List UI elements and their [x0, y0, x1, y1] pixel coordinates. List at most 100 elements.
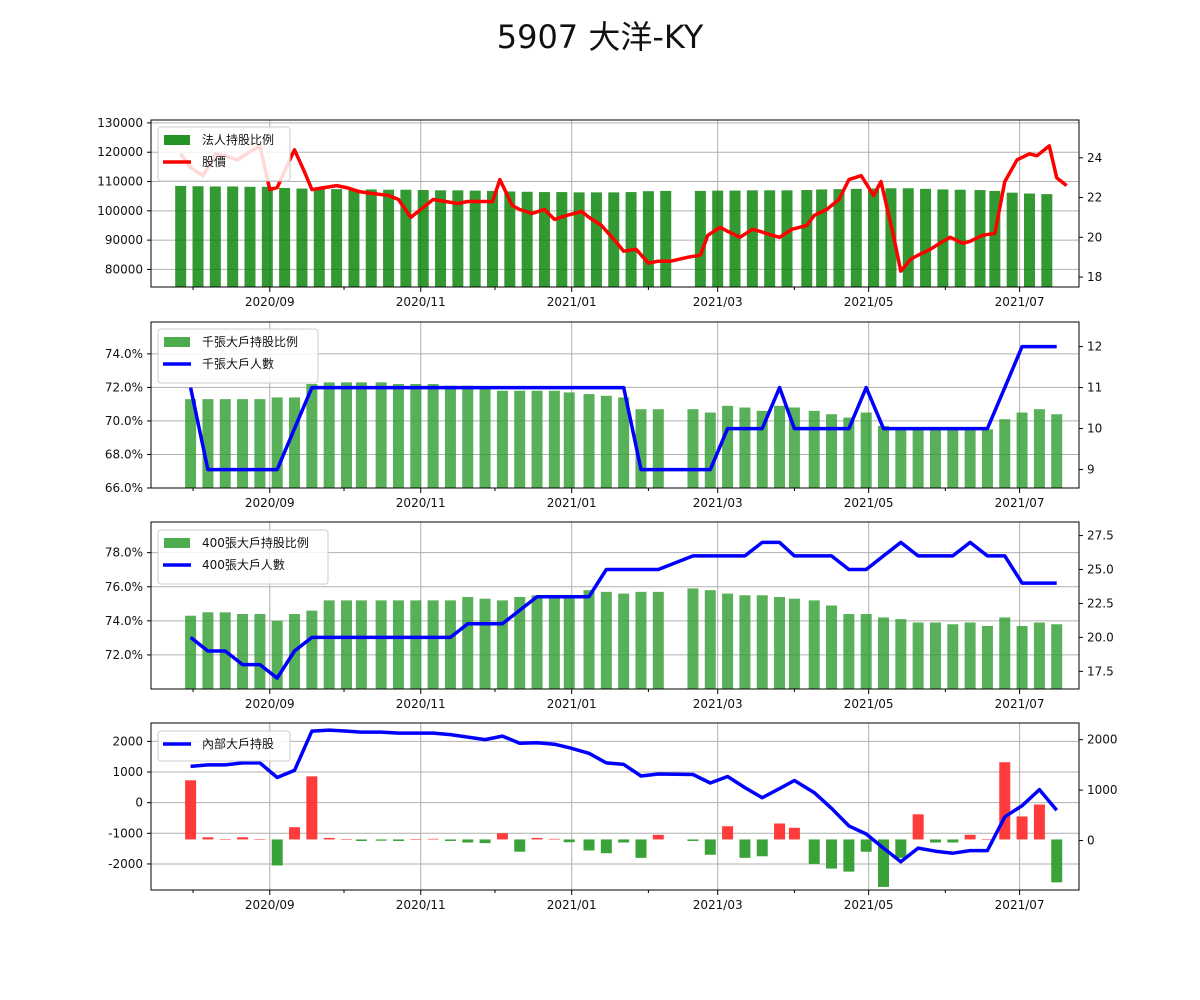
right-tick-label: 18 [1087, 270, 1102, 284]
bar [531, 390, 543, 488]
bar [929, 839, 941, 843]
x-tick-label: 2020/11 [396, 898, 446, 912]
right-tick-label: 24 [1087, 151, 1102, 165]
bar [912, 429, 924, 488]
bar [323, 600, 335, 689]
bar [271, 397, 283, 488]
bar [635, 839, 647, 858]
bar [860, 412, 872, 488]
legend-label: 千張大戶人數 [202, 357, 274, 371]
left-tick-label: 76.0% [105, 580, 143, 594]
bar [227, 186, 239, 287]
bar [462, 385, 474, 488]
bar [331, 189, 343, 287]
bar [563, 392, 575, 488]
left-tick-label: 68.0% [105, 447, 143, 461]
series-line [188, 344, 1057, 472]
bar [618, 593, 630, 689]
bar [427, 384, 439, 488]
bar [808, 839, 820, 864]
left-tick-label: 74.0% [105, 614, 143, 628]
bar [981, 429, 993, 488]
x-tick-label: 2021/01 [547, 496, 597, 510]
bar [618, 839, 630, 843]
bar [712, 190, 724, 287]
bar [209, 186, 221, 287]
bar [340, 600, 352, 689]
bar [600, 839, 612, 854]
bar [417, 190, 429, 287]
panel-2: 66.0% 68.0% 70.0% 72.0% 74.0% 9 10 11 12 2020/09 2… [105, 321, 1102, 510]
bar [704, 839, 716, 855]
bar [600, 395, 612, 488]
right-tick-label: 1000 [1087, 783, 1118, 797]
right-tick-label: 27.5 [1087, 529, 1114, 543]
left-tick-label: 130000 [97, 116, 143, 130]
left-tick-label: 2000 [112, 734, 143, 748]
bar [756, 410, 768, 488]
bar [999, 419, 1011, 488]
bar [375, 839, 387, 841]
bar [1016, 816, 1028, 840]
plot-frame [150, 722, 1080, 891]
bar [642, 191, 654, 287]
x-tick-label: 2021/03 [693, 496, 743, 510]
bar [902, 188, 914, 287]
bar [954, 189, 966, 287]
bar [929, 622, 941, 689]
legend-box [157, 529, 329, 585]
bar [1024, 193, 1036, 287]
bar [652, 591, 664, 689]
bar [947, 839, 959, 843]
bar [652, 409, 664, 488]
bar [635, 591, 647, 689]
legend-box [157, 126, 291, 182]
bar [521, 191, 533, 287]
bar [479, 598, 491, 689]
x-tick-label: 2021/01 [547, 295, 597, 309]
bar [1016, 625, 1028, 689]
bar [237, 837, 249, 840]
bar [618, 397, 630, 488]
page-title: 5907 大洋-KY [496, 18, 704, 56]
bar [843, 614, 855, 689]
x-tick-label: 2020/09 [245, 496, 295, 510]
bar [826, 414, 838, 488]
bar [1033, 622, 1045, 689]
bar [964, 834, 976, 840]
bar [868, 188, 880, 287]
bar [635, 409, 647, 488]
bar [729, 190, 741, 287]
bar [375, 382, 387, 488]
bar [427, 838, 439, 840]
right-tick-label: 9 [1087, 463, 1095, 477]
left-tick-label: 78.0% [105, 546, 143, 560]
bar [739, 839, 751, 858]
left-tick-label: 120000 [97, 145, 143, 159]
bar [237, 399, 249, 488]
bar [860, 839, 872, 852]
left-tick-label: 110000 [97, 175, 143, 189]
bar [590, 192, 602, 287]
bar [202, 837, 214, 840]
x-tick-label: 2020/11 [396, 295, 446, 309]
bar [392, 839, 404, 841]
bar [999, 617, 1011, 689]
plot-frame [150, 521, 1080, 690]
bar [788, 598, 800, 689]
legend-box [157, 328, 319, 384]
bar [687, 588, 699, 689]
bar [774, 596, 786, 689]
left-tick-label: 1000 [112, 765, 143, 779]
bar [462, 596, 474, 689]
left-tick-label: -2000 [108, 857, 143, 871]
bar [185, 780, 197, 840]
series-line [179, 144, 1068, 273]
right-tick-label: 25.0 [1087, 563, 1114, 577]
bar [774, 405, 786, 488]
bar [219, 399, 231, 488]
legend: 內部大戶持股 [157, 730, 291, 762]
bar [625, 192, 637, 287]
